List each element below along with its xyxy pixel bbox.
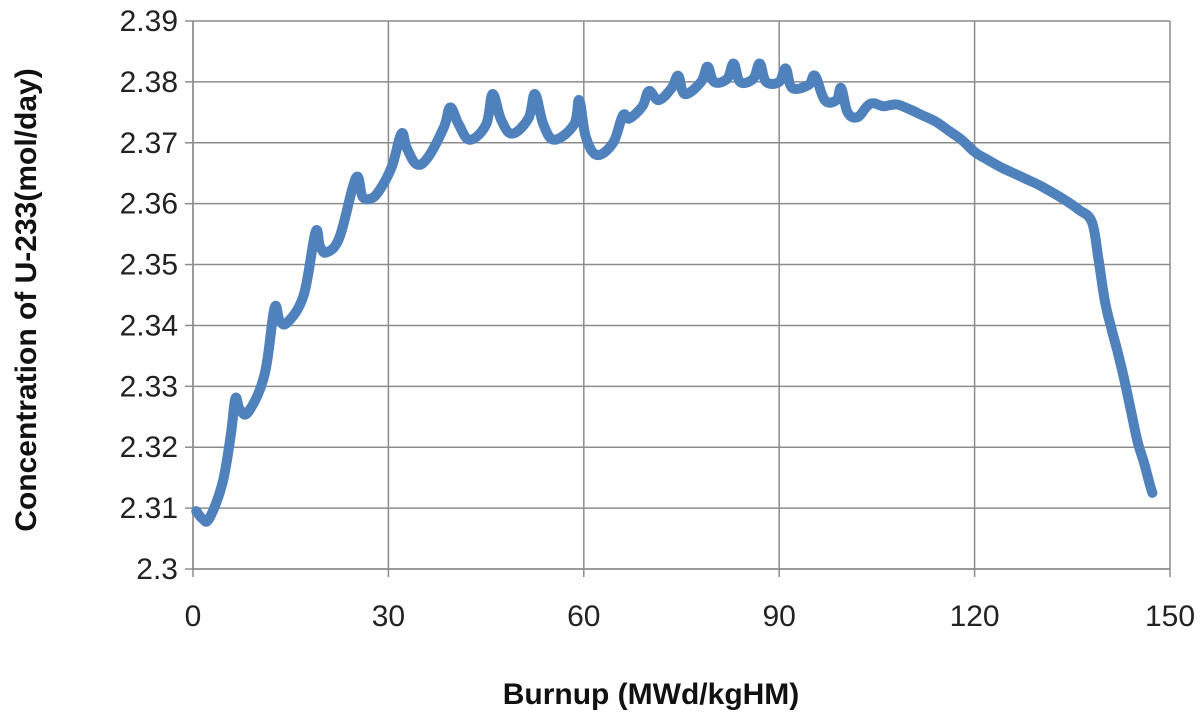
y-tick-label: 2.37 — [120, 127, 178, 160]
plot-background — [193, 21, 1170, 569]
y-tick-label: 2.32 — [120, 431, 178, 464]
y-tick-labels: 2.3 2.31 2.32 2.33 2.34 2.35 2.36 2.37 2.38 2.39 — [120, 5, 193, 586]
y-tick-label: 2.33 — [120, 370, 178, 403]
y-tick-label: 2.3 — [136, 553, 178, 586]
y-tick-label: 2.34 — [120, 309, 178, 342]
x-tick-label: 0 — [185, 600, 202, 633]
y-gridlines — [193, 20, 1170, 570]
x-tick-label: 150 — [1145, 600, 1195, 633]
y-axis-title: Concentration of U-233(mol/day) — [10, 68, 43, 531]
x-tick-label: 30 — [372, 600, 405, 633]
x-axis-title: Burnup (MWd/kgHM) — [503, 678, 800, 711]
y-tick-label: 2.39 — [120, 5, 178, 38]
y-tick-label: 2.31 — [120, 492, 178, 525]
x-tick-label: 60 — [567, 600, 600, 633]
y-tick-label: 2.38 — [120, 66, 178, 99]
x-tick-labels: 0 30 60 90 120 150 — [185, 569, 1195, 633]
series-layer — [191, 58, 1158, 527]
y-tick-label: 2.35 — [120, 249, 178, 282]
y-tick-label: 2.36 — [120, 188, 178, 221]
x-tick-label: 90 — [763, 600, 796, 633]
x-tick-label: 120 — [950, 600, 1000, 633]
series-line — [191, 58, 1158, 527]
